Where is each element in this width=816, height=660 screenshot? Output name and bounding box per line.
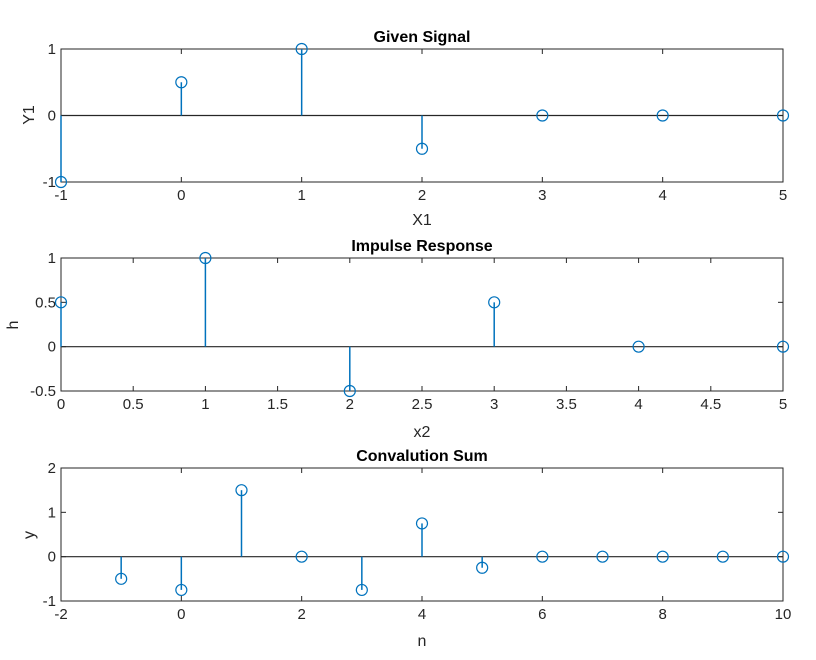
stem-marker <box>295 42 308 56</box>
x-axis-label: x2 <box>414 424 431 441</box>
stem-marker <box>476 561 489 574</box>
subplot-title: Impulse Response <box>351 238 492 255</box>
y-tick-label: 0 <box>48 108 56 125</box>
y-tick-label: 0 <box>48 549 56 566</box>
stem-marker <box>355 583 368 597</box>
x-tick-label: 10 <box>775 606 792 623</box>
stem-marker <box>536 550 549 563</box>
x-tick-label: -1 <box>54 187 67 204</box>
x-tick-label: 5 <box>779 187 787 204</box>
subplot-title: Given Signal <box>374 29 471 46</box>
x-tick-label: 5 <box>779 396 787 413</box>
x-tick-label: 1 <box>297 187 305 204</box>
x-axis-label: X1 <box>412 212 432 229</box>
x-tick-label: 0 <box>177 606 185 623</box>
x-tick-label: 2 <box>346 396 354 413</box>
stem-marker <box>115 572 128 585</box>
stem-marker <box>415 517 429 530</box>
stem-marker <box>295 550 308 563</box>
stem-marker <box>343 384 356 398</box>
stem-marker <box>199 251 212 265</box>
y-tick-label: 1 <box>48 504 56 521</box>
x-tick-label: 2.5 <box>412 396 433 413</box>
x-tick-label: 6 <box>538 606 546 623</box>
stem-marker <box>776 109 790 122</box>
stem-marker <box>656 109 669 122</box>
stem-marker <box>415 142 429 155</box>
subplot-impulse-response: Impulse Response x2 h 0 0.5 1 1.5 2 2.5 3 3.5 4 4… <box>5 238 790 441</box>
stem-marker <box>632 340 645 353</box>
plot-area: -1 0 1 2 3 4 5 -1 0 1 <box>43 41 790 204</box>
x-tick-label: 4 <box>658 187 666 204</box>
stem-marker <box>54 296 68 309</box>
stem-marker <box>776 550 790 563</box>
plot-area: -2 0 2 4 6 8 10 -1 0 1 2 <box>43 460 792 623</box>
x-tick-label: 2 <box>297 606 305 623</box>
x-tick-label: 3 <box>538 187 546 204</box>
x-tick-label: -2 <box>54 606 67 623</box>
stem-marker <box>175 583 188 597</box>
x-axis-label: n <box>418 633 427 650</box>
x-tick-label: 8 <box>658 606 666 623</box>
stem-marker <box>776 340 790 353</box>
x-tick-label: 0.5 <box>123 396 144 413</box>
stem-marker <box>536 109 549 122</box>
subplot-given-signal: Given Signal X1 Y1 -1 0 1 2 3 4 5 -1 0 1 <box>21 29 790 229</box>
subplot-title: Convalution Sum <box>356 448 488 465</box>
x-tick-label: 1 <box>201 396 209 413</box>
x-tick-label: 3.5 <box>556 396 577 413</box>
x-tick-label: 4.5 <box>700 396 721 413</box>
x-tick-label: 0 <box>57 396 65 413</box>
stem-marker <box>596 550 609 563</box>
y-axis-label: y <box>21 531 38 539</box>
y-tick-label: 1 <box>48 250 56 267</box>
y-tick-label: 1 <box>48 41 56 58</box>
stem-marker <box>488 296 501 309</box>
stem-marker <box>656 550 669 563</box>
y-tick-label: 2 <box>48 460 56 477</box>
y-tick-label: 0.5 <box>35 294 56 311</box>
stem-marker <box>716 550 729 563</box>
axes-box <box>60 257 784 392</box>
y-axis-label: Y1 <box>21 105 38 125</box>
y-tick-label: -1 <box>43 593 56 610</box>
plot-area: 0 0.5 1 1.5 2 2.5 3 3.5 4 4.5 5-0.500.51 <box>30 250 790 413</box>
stem-marker <box>235 484 248 497</box>
y-axis-label: h <box>5 321 22 330</box>
subplot-convalution-sum: Convalution Sum n y -2 0 2 4 6 8 10 -1 0 1 2 <box>21 448 791 650</box>
y-tick-label: -0.5 <box>30 383 56 400</box>
x-tick-label: 4 <box>418 606 426 623</box>
x-tick-label: 1.5 <box>267 396 288 413</box>
stem-marker <box>175 76 188 89</box>
y-tick-label: -1 <box>43 174 56 191</box>
x-tick-label: 3 <box>490 396 498 413</box>
y-tick-label: 0 <box>48 339 56 356</box>
x-tick-label: 2 <box>418 187 426 204</box>
x-tick-label: 4 <box>634 396 642 413</box>
x-tick-label: 0 <box>177 187 185 204</box>
stem-marker <box>54 175 68 189</box>
